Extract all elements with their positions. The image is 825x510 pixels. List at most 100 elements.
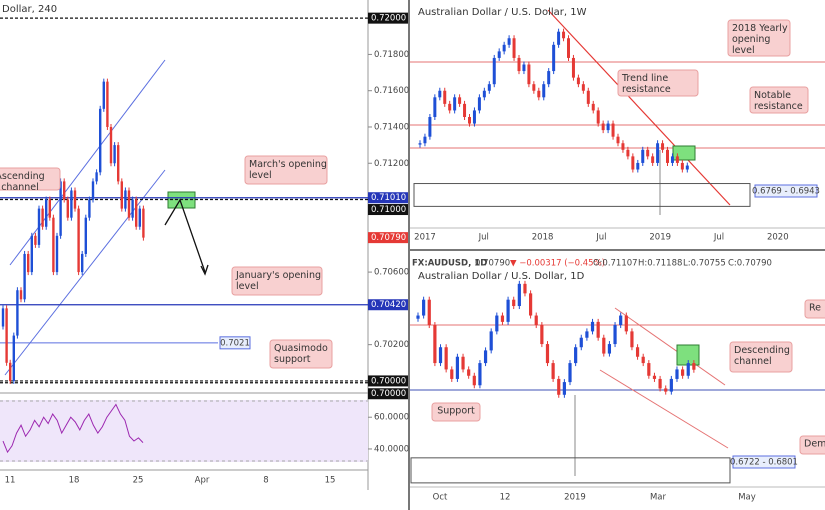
candle (124, 190, 127, 209)
candle (12, 335, 15, 381)
candle (635, 347, 640, 357)
candle (102, 81, 105, 109)
candle (562, 382, 566, 395)
candle (527, 64, 531, 85)
annotation: Trend line resistance (621, 73, 671, 95)
annotation-box (231, 266, 323, 296)
candle (495, 315, 499, 332)
candle (463, 103, 467, 117)
candle (88, 199, 91, 218)
candle (596, 110, 600, 124)
candle (428, 117, 432, 137)
candle (95, 172, 98, 182)
candle (670, 156, 674, 163)
candle (522, 64, 526, 72)
annotation-box (799, 435, 825, 455)
x-tick-label: Mar (650, 493, 667, 503)
candle (467, 369, 471, 376)
candle (497, 51, 501, 58)
candle (477, 97, 481, 111)
candle (619, 315, 623, 326)
annotation: Ascending channel (0, 171, 45, 193)
candle (81, 253, 84, 273)
channel-line (9, 59, 166, 266)
candle (621, 143, 625, 150)
candle (23, 253, 26, 300)
candle (675, 369, 679, 379)
candle (651, 156, 655, 163)
candle (590, 321, 595, 332)
x-tick-label: Jul (713, 233, 724, 243)
price-label-box (368, 192, 408, 204)
candle (455, 356, 460, 379)
candle (487, 84, 491, 91)
price-label: 0.70000 (371, 389, 406, 399)
zone-label-box (754, 184, 818, 198)
candle (472, 110, 476, 124)
price-label: 0.71010 (371, 193, 406, 203)
candle (574, 347, 578, 364)
candle (664, 388, 668, 392)
candle (45, 199, 48, 227)
candle (48, 199, 51, 218)
price-label: 0.72000 (371, 14, 406, 24)
annotation-box (749, 86, 809, 114)
candle (450, 369, 454, 379)
candle (127, 190, 131, 218)
candle (532, 84, 536, 91)
candle (418, 143, 422, 145)
price-label: 0.70000 (371, 376, 406, 386)
y-tick-label: 40.0000 (374, 444, 409, 454)
chart-title: Australian Dollar / U.S. Dollar, 1D (418, 271, 585, 282)
candle (30, 235, 33, 273)
candle (596, 321, 600, 338)
annotation: 2018 Yearly opening level (732, 23, 788, 56)
candle (55, 235, 59, 273)
candle (444, 347, 448, 370)
candle (641, 356, 645, 364)
chart-title: Australian Dollar / U.S. Dollar, 1W (418, 7, 587, 18)
x-tick-label: 2019 (564, 493, 586, 503)
candle (77, 208, 80, 273)
annotation-box (804, 299, 825, 319)
header-l: L:0.70755 (683, 259, 726, 269)
y-tick-label: 0.70200 (374, 340, 409, 350)
candle (646, 149, 650, 157)
candle (647, 363, 651, 376)
candle (106, 81, 109, 127)
x-tick-label: 25 (133, 476, 144, 486)
candle (500, 315, 505, 322)
candle (551, 363, 555, 379)
candle (579, 337, 583, 348)
candle (692, 363, 696, 370)
zone-label-box (732, 455, 796, 469)
annotation-box (0, 167, 61, 191)
annotation: Quasimodo support (274, 343, 328, 365)
x-tick-label: Jul (595, 233, 606, 243)
header-h: H:0.71188 (638, 259, 682, 269)
channel-line (4, 169, 166, 376)
price-label: 0.70420 (371, 300, 406, 310)
candle (626, 149, 630, 157)
y-tick-label: 0.71600 (374, 86, 409, 96)
header-symbol: FX:AUDUSD, 1D (412, 259, 487, 269)
candle (507, 38, 511, 45)
candle (73, 190, 77, 209)
zone (413, 183, 751, 207)
candle (34, 235, 37, 245)
candle (512, 299, 516, 307)
candle (581, 84, 585, 91)
annotation: March's opening level (249, 159, 327, 181)
candle (567, 38, 570, 58)
candle (453, 97, 457, 111)
candle (652, 375, 657, 379)
candle (99, 108, 102, 173)
candle (9, 362, 12, 381)
candle (552, 44, 556, 72)
x-tick-label: 2017 (414, 233, 436, 243)
zone-label: 0.6722 - 0.6801 (730, 458, 798, 468)
candle (517, 283, 521, 307)
candle (19, 290, 23, 300)
candle (540, 325, 544, 345)
